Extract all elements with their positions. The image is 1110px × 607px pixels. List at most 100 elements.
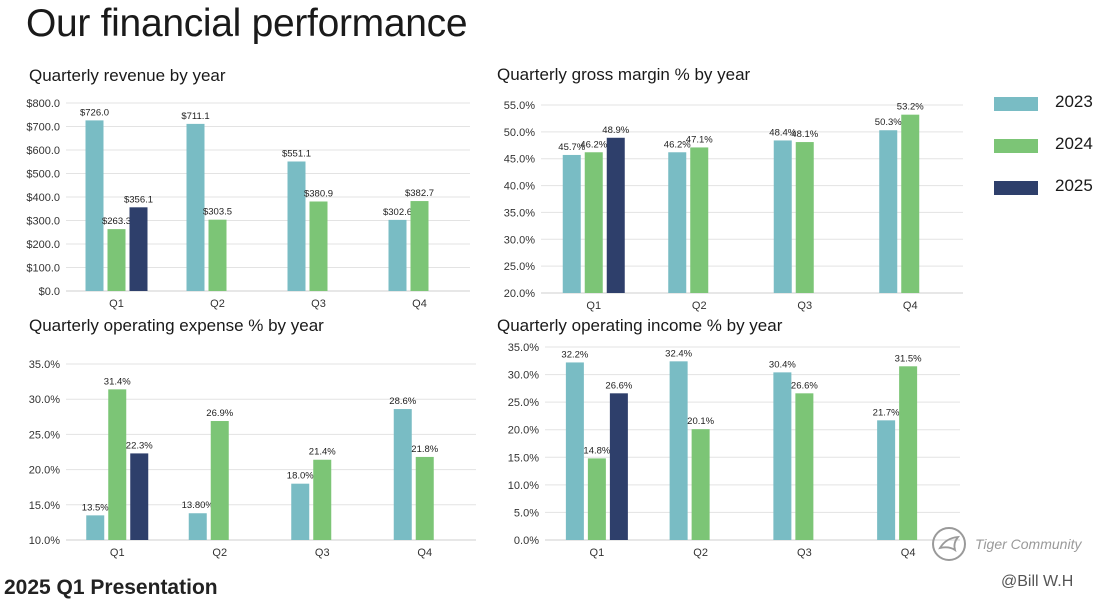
- data-label: 26.9%: [206, 408, 233, 419]
- bar-op_income-q1-2025: [609, 393, 628, 540]
- bar-opex-q1-2025: [130, 453, 149, 540]
- op-income-chart-title: Quarterly operating income % by year: [497, 316, 783, 335]
- legend-swatch-2024: [994, 139, 1038, 153]
- data-label: $302.6: [383, 207, 412, 218]
- x-tick-label: Q4: [903, 300, 918, 312]
- data-label: $380.9: [304, 188, 333, 199]
- data-label: $356.1: [124, 194, 153, 205]
- gross-margin-chart: 20.0% 25.0% 30.0% 35.0% 40.0% 45.0% 50.0% 55.0%…: [504, 100, 963, 312]
- bar-revenue-q2-2024: [208, 219, 227, 291]
- data-label: $711.1: [181, 111, 209, 122]
- data-label: 32.2%: [561, 349, 588, 360]
- data-label: 31.5%: [895, 353, 922, 364]
- bar-revenue-q1-2024: [107, 229, 126, 291]
- y-tick-label: 35.0%: [504, 207, 535, 219]
- x-tick-label: Q4: [412, 298, 427, 310]
- y-tick-label: 20.0%: [29, 465, 60, 477]
- y-tick-label: 15.0%: [508, 452, 539, 464]
- y-tick-label: 20.0%: [504, 288, 535, 300]
- revenue-chart-title: Quarterly revenue by year: [29, 66, 226, 85]
- y-tick-label: 25.0%: [508, 397, 539, 409]
- x-tick-label: Q4: [417, 547, 432, 559]
- data-label: 30.4%: [769, 359, 796, 370]
- bar-revenue-q3-2023: [287, 161, 306, 291]
- y-tick-label: $800.0: [26, 98, 60, 110]
- bar-opex-q1-2024: [108, 389, 127, 540]
- y-tick-label: 35.0%: [508, 342, 539, 354]
- data-label: 46.2%: [580, 139, 607, 150]
- x-tick-label: Q3: [311, 298, 326, 310]
- op-income-chart: 0.0% 5.0% 10.0% 15.0% 20.0% 25.0% 30.0% 35.0% 32…: [508, 342, 960, 559]
- data-label: $263.3: [102, 216, 131, 227]
- y-tick-label: 55.0%: [504, 100, 535, 112]
- x-tick-label: Q3: [797, 547, 812, 559]
- data-label: 26.6%: [791, 380, 818, 391]
- data-label: $303.5: [203, 207, 232, 218]
- y-tick-label: $400.0: [26, 192, 60, 204]
- bar-gross_margin-q3-2024: [795, 142, 814, 293]
- bar-gross_margin-q2-2023: [668, 152, 687, 293]
- data-label: $382.7: [405, 188, 434, 199]
- y-tick-label: 10.0%: [508, 480, 539, 492]
- data-label: 45.7%: [558, 142, 585, 153]
- y-tick-label: $200.0: [26, 239, 60, 251]
- bar-op_income-q3-2023: [773, 372, 792, 540]
- y-tick-label: 25.0%: [29, 429, 60, 441]
- y-tick-label: $300.0: [26, 216, 60, 228]
- y-tick-label: 30.0%: [508, 370, 539, 382]
- bar-gross_margin-q1-2024: [584, 152, 603, 293]
- opex-chart: 10.0% 15.0% 20.0% 25.0% 30.0% 35.0% 13.5% 31.4%…: [29, 359, 476, 559]
- data-label: 14.8%: [583, 445, 610, 456]
- revenue-chart: $0.0 $100.0 $200.0 $300.0 $400.0 $500.0 $600.0…: [26, 98, 470, 310]
- data-label: 20.1%: [687, 416, 714, 427]
- bar-revenue-q1-2025: [129, 207, 148, 291]
- bar-opex-q3-2023: [291, 483, 310, 540]
- y-tick-label: 5.0%: [514, 507, 539, 519]
- bar-revenue-q3-2024: [309, 201, 328, 291]
- bar-revenue-q4-2024: [410, 201, 429, 291]
- tiger-logo-icon: [932, 527, 966, 561]
- data-label: 28.6%: [389, 396, 416, 407]
- data-label: 48.4%: [769, 127, 796, 138]
- bar-opex-q2-2023: [188, 513, 207, 540]
- bar-revenue-q1-2023: [85, 120, 104, 291]
- x-tick-label: Q2: [692, 300, 707, 312]
- bar-opex-q4-2023: [393, 409, 412, 540]
- bar-revenue-q2-2023: [186, 123, 205, 291]
- y-tick-label: 0.0%: [514, 535, 539, 547]
- bar-op_income-q4-2024: [899, 366, 918, 540]
- bar-op_income-q1-2023: [565, 362, 584, 540]
- y-tick-label: 30.0%: [29, 394, 60, 406]
- legend-swatch-2023: [994, 97, 1038, 111]
- bar-gross_margin-q4-2024: [901, 114, 920, 293]
- legend-swatch-2025: [994, 181, 1038, 195]
- y-tick-label: $700.0: [26, 122, 60, 134]
- bar-op_income-q2-2024: [691, 429, 710, 540]
- data-label: 18.0%: [287, 471, 314, 482]
- bar-opex-q1-2023: [86, 515, 105, 540]
- gross-margin-chart-title: Quarterly gross margin % by year: [497, 65, 751, 84]
- legend-label-2025: 2025: [1055, 176, 1093, 195]
- y-tick-label: 50.0%: [504, 127, 535, 139]
- data-label: 47.1%: [686, 134, 713, 145]
- bar-gross_margin-q1-2023: [562, 154, 581, 293]
- bar-op_income-q3-2024: [795, 393, 814, 540]
- bar-gross_margin-q4-2023: [879, 130, 898, 293]
- presentation-label: 2025 Q1 Presentation: [4, 576, 218, 599]
- x-tick-label: Q1: [590, 547, 605, 559]
- y-tick-label: $100.0: [26, 263, 60, 275]
- y-tick-label: 10.0%: [29, 535, 60, 547]
- bar-revenue-q4-2023: [388, 219, 407, 291]
- data-label: 48.9%: [602, 125, 629, 136]
- x-tick-label: Q3: [315, 547, 330, 559]
- data-label: 26.6%: [605, 380, 632, 391]
- watermark-text: Tiger Community: [975, 536, 1082, 552]
- data-label: 21.7%: [873, 407, 900, 418]
- opex-chart-title: Quarterly operating expense % by year: [29, 316, 324, 335]
- data-label: 50.3%: [875, 117, 902, 128]
- x-tick-label: Q4: [901, 547, 916, 559]
- data-label: 46.2%: [664, 139, 691, 150]
- bar-op_income-q1-2024: [587, 458, 606, 540]
- bar-gross_margin-q3-2023: [773, 140, 792, 293]
- author-credit: @Bill W.H: [1001, 573, 1074, 590]
